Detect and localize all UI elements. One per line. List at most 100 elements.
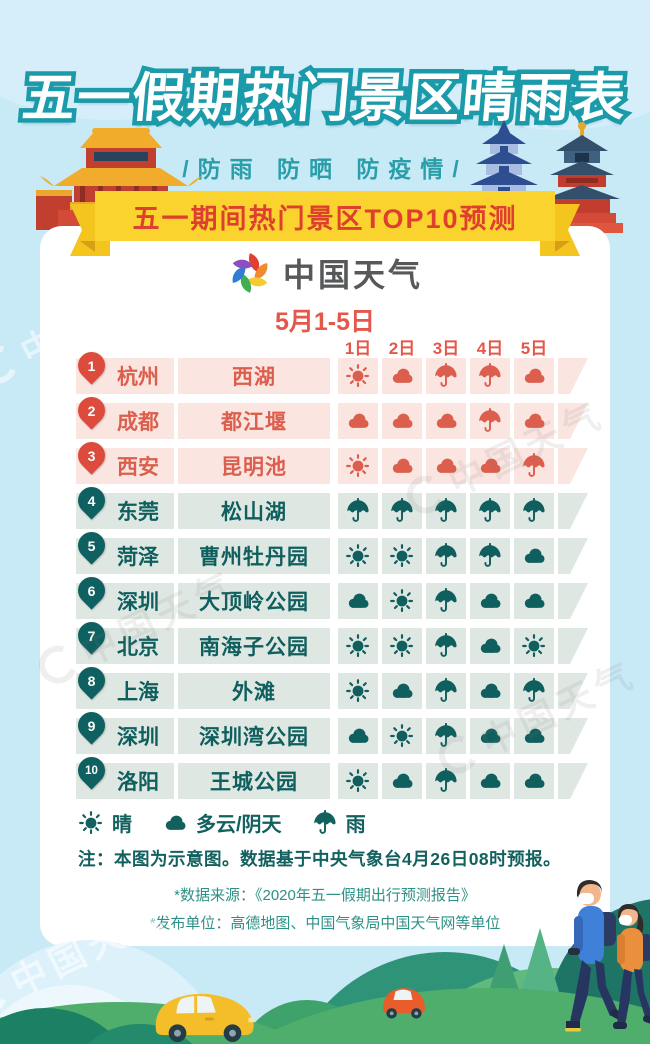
- rain-icon: [514, 673, 554, 709]
- table-row: 5 菏泽 曹州牡丹园: [72, 526, 596, 574]
- city-cell: 8 上海: [72, 661, 174, 709]
- sun-icon: [514, 628, 554, 664]
- footer: *数据来源：《2020年五一假期出行预测报告》 *发布单位：高德地图、中国气象局…: [40, 882, 610, 938]
- sun-icon: [338, 763, 378, 799]
- rain-icon: [426, 673, 466, 709]
- city-cell: 3 西安: [72, 436, 174, 484]
- day-header: 4日: [476, 339, 504, 358]
- cloud-icon: [382, 673, 422, 709]
- row-endcap: [558, 583, 588, 619]
- disclaimer-note: 注：本图为示意图。数据基于中央气象台4月26日08时预报。: [78, 849, 562, 869]
- table-row: 4 东莞 松山湖: [72, 481, 596, 529]
- row-endcap: [558, 718, 588, 754]
- rain-icon: [426, 358, 466, 394]
- cloud-icon: [470, 763, 510, 799]
- rain-icon: [426, 583, 466, 619]
- city-name: 西安: [117, 456, 159, 479]
- cloud-icon: [426, 448, 466, 484]
- legend-label: 晴: [112, 814, 132, 836]
- cloud-icon: [382, 358, 422, 394]
- rank-number: 4: [87, 492, 96, 509]
- cloud-icon: [514, 763, 554, 799]
- spot-name: 大顶岭公园: [199, 591, 309, 614]
- green-mound: [232, 1000, 382, 1044]
- yellow-car: [155, 993, 255, 1043]
- cloud-icon: [514, 403, 554, 439]
- cloud-icon: [514, 358, 554, 394]
- footer-publisher-line: *发布单位：高德地图、中国气象局中国天气网等单位: [149, 914, 501, 932]
- spot-cell: 西湖: [178, 358, 330, 394]
- ribbon-fold-left: [80, 241, 95, 252]
- spot-name: 南海子公园: [199, 636, 309, 659]
- date-range: 5月1-5日: [274, 308, 376, 336]
- table-row: 1 杭州 西湖: [72, 346, 596, 394]
- cloud-icon: [470, 718, 510, 754]
- city-cell: 5 菏泽: [72, 526, 174, 574]
- sun-icon: [338, 538, 378, 574]
- content-card: 中国天气 5月1-5日 1日 2日 3日 4日 5日 1 杭州 西湖 2 成都 都江堰 3 西安 昆明池…: [40, 226, 610, 946]
- rank-number: 2: [87, 402, 96, 419]
- city-cell: 10 洛阳: [72, 751, 174, 799]
- rain-icon: [426, 493, 466, 529]
- cloud-icon: [426, 403, 466, 439]
- city-cell: 6 深圳: [72, 571, 174, 619]
- spot-cell: 松山湖: [178, 493, 330, 529]
- cloud-icon: [470, 628, 510, 664]
- spot-cell: 大顶岭公园: [178, 583, 330, 619]
- sun-icon: [382, 538, 422, 574]
- city-name: 北京: [117, 636, 159, 659]
- day-header: 1日: [344, 339, 372, 358]
- rank-number: 1: [87, 357, 96, 374]
- spot-cell: 王城公园: [178, 763, 330, 799]
- rank-number: 10: [85, 764, 98, 777]
- table-row: 6 深圳 大顶岭公园: [72, 571, 596, 619]
- tree-trunk: [537, 1000, 544, 1016]
- row-endcap: [558, 538, 588, 574]
- rain-icon: [470, 493, 510, 529]
- sun-icon: [338, 448, 378, 484]
- dark-bush: [0, 1008, 140, 1044]
- teal-hill: [280, 952, 610, 1044]
- rain-icon: [312, 809, 338, 836]
- subtitle: /防雨 防晒 防疫情/: [182, 156, 468, 182]
- rank-number: 8: [87, 672, 96, 689]
- rank-pin: 7: [72, 616, 111, 655]
- city-cell: 7 北京: [72, 616, 174, 664]
- row-endcap: [558, 358, 588, 394]
- grass: [180, 988, 650, 1044]
- rain-icon: [514, 493, 554, 529]
- rain-icon: [426, 718, 466, 754]
- rank-pin: 9: [72, 706, 111, 745]
- swirl-logo-icon: [0, 339, 24, 390]
- banner-text: 五一期间热门景区TOP10预测: [132, 203, 518, 234]
- day-header: 2日: [388, 339, 416, 358]
- city-name: 上海: [117, 681, 159, 704]
- city-cell: 4 东莞: [72, 481, 174, 529]
- brand-name: 中国天气: [282, 257, 423, 293]
- sun-icon: [382, 718, 422, 754]
- row-endcap: [558, 763, 588, 799]
- sun-icon: [338, 358, 378, 394]
- city-cell: 1 杭州: [72, 346, 174, 394]
- weather-legend: 晴 多云/阴天 雨: [78, 808, 396, 837]
- cloud-icon: [382, 448, 422, 484]
- legend-label: 雨: [345, 814, 366, 836]
- green-hill: [395, 968, 650, 1044]
- city-name: 成都: [117, 411, 159, 434]
- cloud-icon: [470, 673, 510, 709]
- spot-name: 王城公园: [210, 771, 298, 794]
- rank-pin: 8: [72, 661, 111, 700]
- cloud-icon: [382, 403, 422, 439]
- spot-name: 深圳湾公园: [199, 726, 309, 749]
- row-endcap: [558, 628, 588, 664]
- spot-cell: 都江堰: [178, 403, 330, 439]
- brand-row: 中国天气: [40, 250, 610, 296]
- city-cell: 2 成都: [72, 391, 174, 439]
- spot-cell: 南海子公园: [178, 628, 330, 664]
- cloud-icon: [338, 403, 378, 439]
- rank-pin: 6: [72, 571, 111, 610]
- cloud-icon: [514, 718, 554, 754]
- table-row: 7 北京 南海子公园: [72, 616, 596, 664]
- cloud-icon: [162, 810, 188, 836]
